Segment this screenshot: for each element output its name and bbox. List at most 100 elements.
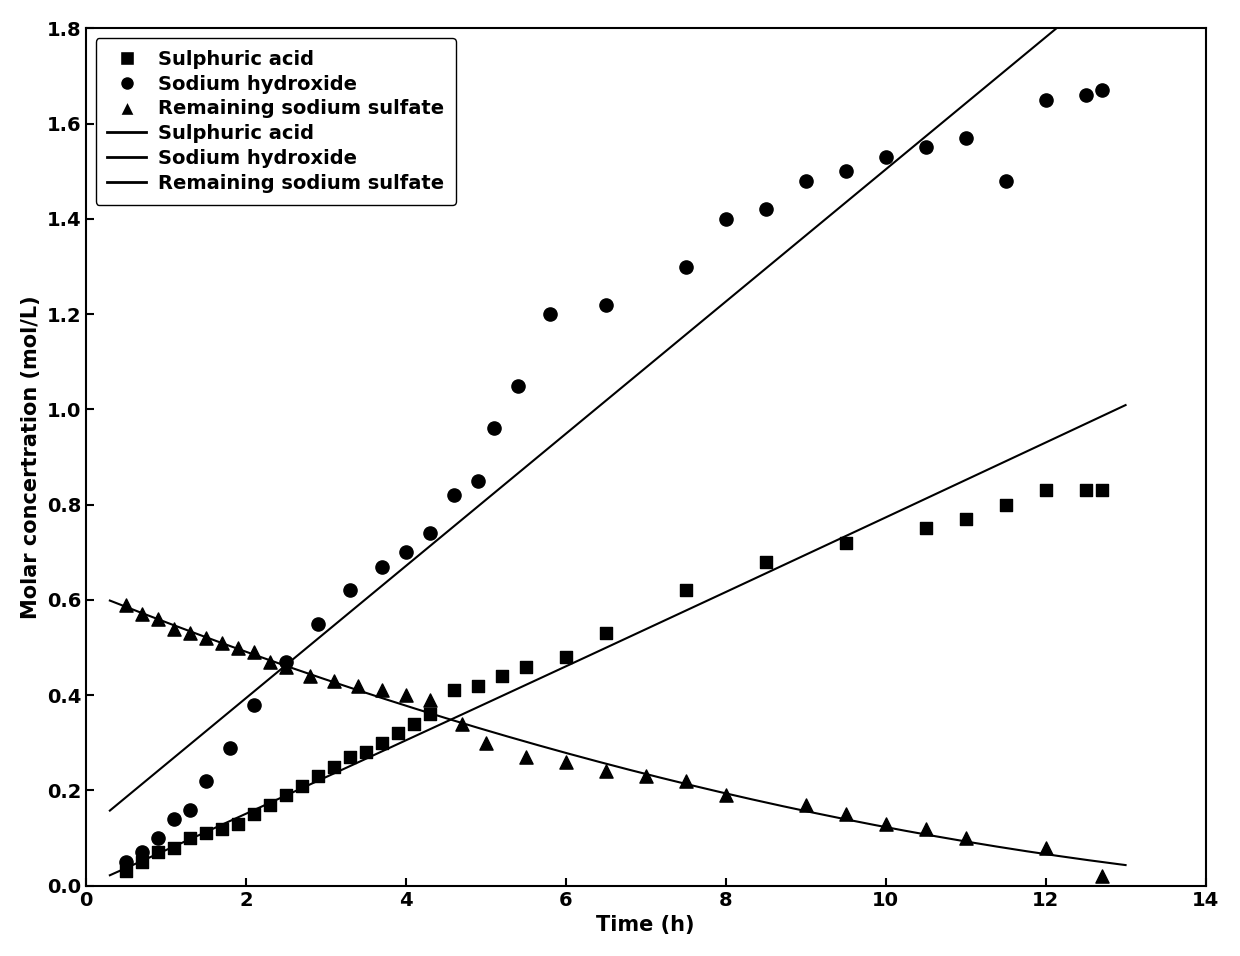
Point [492,668,512,684]
Point [244,697,264,712]
Point [228,640,248,655]
Point [148,845,167,860]
Point [260,654,280,669]
Point [340,750,360,765]
Point [404,716,424,731]
Point [260,797,280,813]
Point [372,683,392,698]
Point [275,659,295,674]
Point [755,202,775,217]
Point [388,726,408,741]
Point [444,683,464,698]
Point [715,211,735,227]
Point [875,816,895,832]
Point [1091,869,1111,884]
Point [148,611,167,626]
Point [836,163,856,179]
Point [164,620,184,636]
Point [595,764,615,779]
Point [915,821,935,836]
Point [1035,92,1055,107]
Point [275,788,295,803]
Point [1035,840,1055,856]
Point [996,173,1016,188]
Point [420,706,440,722]
Point [796,797,816,813]
Point [1091,82,1111,98]
Point [420,692,440,707]
Point [1091,483,1111,498]
Point [539,307,559,322]
Point [356,745,376,760]
Y-axis label: Molar concertration (mol/L): Molar concertration (mol/L) [21,295,41,619]
Point [636,769,656,784]
Point [212,821,232,836]
Point [1035,483,1055,498]
Point [131,855,151,870]
Point [291,778,311,793]
Point [180,625,200,641]
Point [451,716,471,731]
Point [444,488,464,503]
Point [340,583,360,598]
Point [836,807,856,822]
Point [196,773,216,789]
Point [676,259,696,274]
Point [508,378,528,393]
Point [676,583,696,598]
Point [516,659,536,674]
Point [180,831,200,846]
Point [556,754,575,770]
Point [164,840,184,856]
Point [796,173,816,188]
Point [420,526,440,541]
Point [484,421,503,436]
Point [131,845,151,860]
Point [1075,87,1095,102]
Point [212,635,232,650]
Point [308,769,327,784]
Point [956,511,976,527]
Point [996,497,1016,512]
Point [180,802,200,817]
Point [1075,483,1095,498]
Point [308,616,327,631]
Point [875,149,895,164]
Point [915,140,935,155]
Point [348,678,368,693]
Point [956,831,976,846]
Point [755,554,775,570]
Point [715,788,735,803]
Point [244,644,264,660]
Point [467,678,487,693]
Legend: Sulphuric acid, Sodium hydroxide, Remaining sodium sulfate, Sulphuric acid, Sodi: Sulphuric acid, Sodium hydroxide, Remain… [95,38,455,205]
Point [196,630,216,645]
Point [117,855,136,870]
Point [148,831,167,846]
Point [372,559,392,575]
Point [556,649,575,664]
Point [131,607,151,622]
Point [676,773,696,789]
Point [219,740,239,755]
Point [324,759,343,774]
Point [915,521,935,536]
Point [300,668,320,684]
Point [228,816,248,832]
Point [476,735,496,750]
Point [516,750,536,765]
Point [372,735,392,750]
Point [275,654,295,669]
Point [595,625,615,641]
Point [396,687,415,703]
Point [396,545,415,560]
X-axis label: Time (h): Time (h) [596,915,694,935]
Point [956,130,976,145]
Point [324,673,343,688]
Point [244,807,264,822]
Point [164,812,184,827]
Point [117,598,136,613]
Point [196,826,216,841]
Point [117,864,136,880]
Point [467,473,487,489]
